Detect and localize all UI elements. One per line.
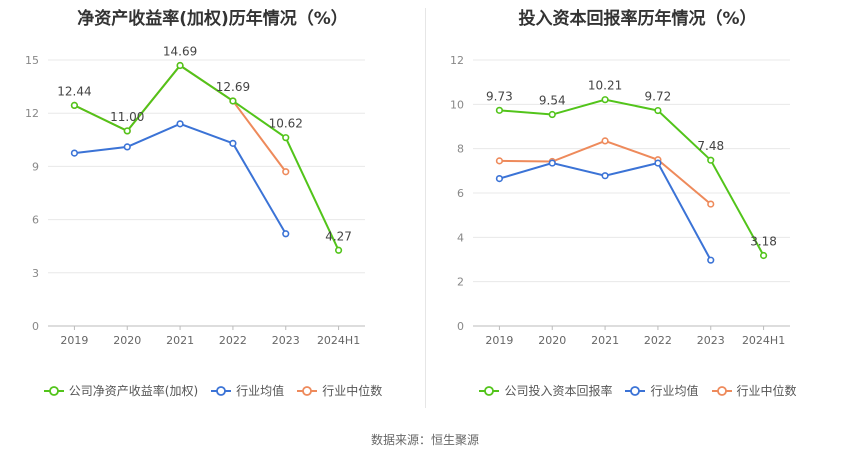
data-label: 10.62 [269,117,303,131]
data-point [759,251,768,260]
legend-item[interactable]: 行业均值 [210,382,284,399]
x-tick-label: 2020 [538,334,566,347]
data-point [123,127,131,135]
data-label: 12.44 [57,84,91,98]
roic-line-chart: 0 2 4 6 8 10 12 2019 2020 2021 2022 2023 2024H1 9.73 9… [450,54,790,347]
data-point [548,110,556,119]
roe-line-chart: 0 3 6 9 12 15 2019 2020 2021 2022 2023 2024H1 12.44 1… [25,44,365,347]
x-tick-label: 2021 [591,334,619,347]
series-line [499,98,765,256]
y-tick-label: 10 [450,98,464,111]
x-tick-label: 2023 [697,334,725,347]
chart-title: 净资产收益率(加权)历年情况（%） [77,9,348,29]
data-label: 9.54 [539,94,566,108]
y-tick-label: 2 [457,276,464,289]
legend-label: 公司投入资本回报率 [504,384,613,398]
data-point [654,159,662,167]
data-point [707,156,715,164]
chart-panel-roic: 投入资本回报率历年情况（%） 0 2 4 6 8 10 12 2019 2020 2021 2022… [425,0,850,405]
data-point [334,246,343,254]
data-point [229,139,237,147]
chart-legend: 公司净资产收益率(加权) 行业均值 行业中位数 [0,382,425,399]
y-tick-label: 4 [457,231,464,244]
data-point [548,159,556,167]
y-tick-label: 6 [32,214,39,227]
y-tick-label: 0 [457,320,464,333]
x-tick-label: 2020 [113,334,141,347]
legend-line-icon [43,385,64,396]
data-point [654,106,662,115]
x-tick-label: 2022 [644,334,672,347]
data-point [495,106,504,114]
data-point [707,200,715,208]
data-point [601,96,609,104]
data-point [495,157,504,165]
legend-label: 公司净资产收益率(加权) [68,384,199,398]
data-source-note: 数据来源：恒生聚源 [370,433,479,447]
data-point [282,134,290,142]
x-tick-label: 2019 [485,334,513,347]
chart-legend: 公司投入资本回报率 行业均值 行业中位数 [425,382,850,399]
data-point [601,137,609,145]
data-label: 14.69 [163,44,197,58]
data-label: 11.00 [110,110,144,124]
data-point [707,256,715,264]
data-point [601,172,609,180]
legend-line-icon [479,385,500,396]
legend-item[interactable]: 行业中位数 [711,382,797,399]
legend-label: 行业均值 [650,384,699,398]
y-tick-label: 15 [25,54,39,67]
data-label: 9.72 [645,90,672,104]
panel-divider [425,8,426,408]
legend-item[interactable]: 公司投入资本回报率 [478,382,612,399]
x-tick-label: 2021 [166,334,194,347]
legend-line-icon [711,385,732,396]
data-label: 9.73 [486,89,513,103]
y-tick-label: 9 [32,160,39,173]
data-point [176,120,184,128]
data-label: 3.18 [750,235,777,249]
y-tick-label: 6 [457,187,464,200]
data-point [282,168,290,176]
legend-item[interactable]: 公司净资产收益率(加权) [43,382,198,399]
legend-label: 行业中位数 [322,384,383,398]
x-tick-label: 2024H1 [742,334,785,347]
data-label: 12.69 [216,80,250,94]
x-tick-label: 2022 [219,334,247,347]
x-tick-label: 2023 [272,334,300,347]
legend-line-icon [297,385,318,396]
legend-item[interactable]: 行业中位数 [296,382,382,399]
data-point [495,174,504,183]
data-label: 10.21 [588,79,622,93]
legend-label: 行业均值 [236,384,285,398]
legend-item[interactable]: 行业均值 [624,382,699,399]
chart-panel-roe: 净资产收益率(加权)历年情况（%） 0 3 6 9 12 15 2019 2020 2021 20… [0,0,425,405]
data-point [123,143,131,151]
series-line [74,122,287,235]
series-line [73,64,340,251]
data-label: 4.27 [325,229,352,243]
x-tick-label: 2019 [60,334,88,347]
data-label: 7.48 [697,139,724,153]
data-point [70,149,79,157]
data-point [176,61,184,70]
data-point [282,230,290,238]
y-tick-label: 3 [32,267,39,280]
legend-label: 行业中位数 [736,384,797,398]
series-line [73,64,287,173]
legend-line-icon [211,385,232,396]
data-point [70,101,79,109]
y-tick-label: 8 [457,143,464,156]
legend-line-icon [625,385,646,396]
chart-title: 投入资本回报率历年情况（%） [518,9,757,29]
y-tick-label: 0 [32,320,39,333]
data-point [229,97,237,105]
y-tick-label: 12 [450,54,464,67]
x-tick-label: 2024H1 [317,334,360,347]
y-tick-label: 12 [25,107,39,120]
